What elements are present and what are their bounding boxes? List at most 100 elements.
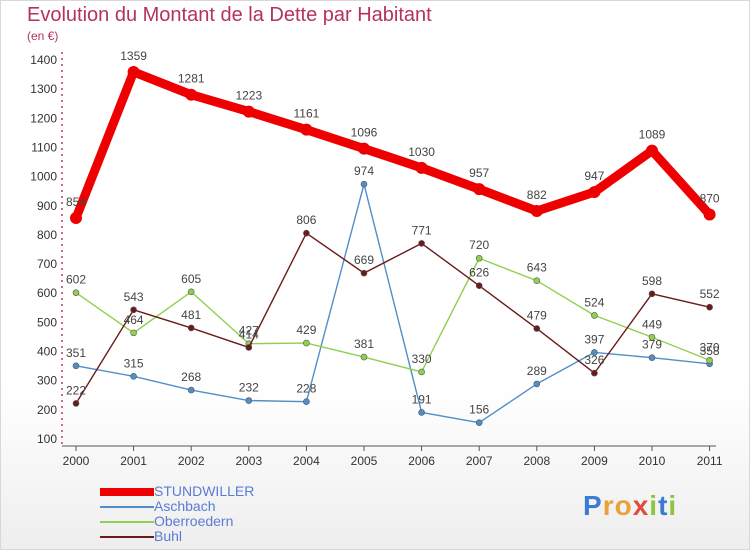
x-tick-label: 2011: [697, 454, 723, 468]
data-point: [72, 400, 80, 407]
data-label: 643: [527, 261, 547, 275]
logo-letter: r: [602, 490, 615, 521]
x-tick-label: 2000: [63, 454, 90, 468]
data-point: [245, 344, 253, 351]
data-label: 330: [412, 352, 432, 366]
data-point: [185, 88, 198, 101]
data-label: 429: [296, 323, 316, 337]
data-point: [418, 240, 425, 247]
data-label: 191: [412, 392, 432, 406]
data-point: [72, 362, 80, 370]
data-label: 479: [527, 309, 547, 323]
data-label: 1161: [293, 107, 319, 121]
data-point: [303, 339, 310, 347]
data-point: [648, 290, 656, 298]
data-point: [473, 183, 486, 196]
data-label: 464: [124, 313, 144, 327]
data-label: 358: [700, 344, 720, 358]
data-label: 414: [239, 327, 259, 341]
data-label: 326: [584, 353, 604, 367]
data-label: 397: [584, 332, 604, 346]
x-tick-label: 2006: [408, 454, 435, 468]
data-point: [533, 380, 541, 388]
data-point: [533, 325, 541, 332]
legend-label-2: Oberroedern: [154, 513, 234, 529]
data-label: 222: [66, 383, 86, 397]
data-point: [360, 269, 368, 277]
y-tick-label: 1200: [30, 111, 57, 125]
data-point: [588, 186, 601, 199]
data-point: [300, 123, 313, 136]
data-label: 1030: [408, 145, 435, 159]
legend-label-1: Aschbach: [154, 498, 216, 514]
data-point: [187, 324, 195, 332]
x-tick-label: 2007: [466, 454, 493, 468]
y-tick-label: 1300: [30, 82, 57, 96]
data-point: [187, 386, 195, 394]
data-label: 1096: [351, 126, 378, 140]
series-line-stundwiller: [71, 67, 715, 223]
data-label: 524: [584, 295, 604, 309]
data-point: [245, 397, 253, 404]
legend-swatch-0: [100, 488, 154, 496]
data-label: 882: [527, 188, 547, 202]
logo-letter: x: [632, 490, 650, 521]
data-label: 598: [642, 274, 662, 288]
data-label: 854: [66, 195, 86, 209]
data-label: 957: [469, 166, 489, 180]
y-tick-label: 500: [37, 315, 57, 329]
proxiti-logo: Proxiti: [583, 490, 677, 522]
data-label: 1359: [120, 49, 147, 63]
data-point: [703, 208, 716, 221]
y-tick-label: 1400: [30, 53, 57, 67]
data-label: 552: [700, 287, 720, 301]
data-point: [591, 369, 598, 377]
logo-letter: i: [649, 490, 659, 521]
data-point: [418, 409, 425, 416]
y-tick-label: 700: [37, 257, 57, 271]
data-label: 427: [239, 324, 259, 338]
data-point: [127, 65, 140, 78]
x-tick-label: 2004: [293, 454, 320, 468]
data-point: [648, 333, 656, 341]
data-point: [591, 349, 598, 356]
y-tick-label: 200: [37, 403, 57, 417]
series-line-buhl: [75, 232, 711, 405]
data-label: 543: [124, 290, 144, 304]
data-label: 720: [469, 238, 489, 252]
logo-letter: t: [658, 490, 669, 521]
data-label: 1089: [639, 128, 666, 142]
y-tick-label: 600: [37, 286, 57, 300]
y-tick-label: 1000: [30, 170, 57, 184]
data-label: 381: [354, 337, 374, 351]
data-label: 481: [181, 308, 201, 322]
data-point: [530, 205, 543, 218]
y-tick-label: 400: [37, 345, 57, 359]
data-point: [360, 180, 368, 188]
chart-subtitle: (en €): [27, 29, 59, 43]
data-point: [415, 161, 428, 174]
data-point: [475, 419, 483, 426]
data-label: 379: [642, 338, 662, 352]
data-label: 605: [181, 272, 201, 286]
series-line-aschbach: [75, 183, 711, 424]
data-label: 351: [66, 346, 86, 360]
data-point: [242, 105, 255, 118]
data-label: 268: [181, 370, 201, 384]
logo-letter: i: [668, 490, 678, 521]
data-label: 870: [700, 192, 720, 206]
data-point: [130, 373, 137, 380]
data-label: 771: [412, 223, 432, 237]
y-tick-label: 1100: [31, 140, 57, 154]
x-tick-label: 2009: [581, 454, 608, 468]
data-label: 947: [584, 169, 604, 183]
data-label: 289: [527, 364, 547, 378]
data-point: [360, 353, 368, 361]
logo-letter: o: [614, 490, 633, 521]
data-point: [130, 329, 137, 337]
x-tick-label: 2008: [523, 454, 550, 468]
y-tick-label: 900: [37, 199, 57, 213]
data-point: [648, 354, 656, 361]
data-label: 370: [700, 340, 720, 354]
data-label: 228: [296, 382, 316, 396]
